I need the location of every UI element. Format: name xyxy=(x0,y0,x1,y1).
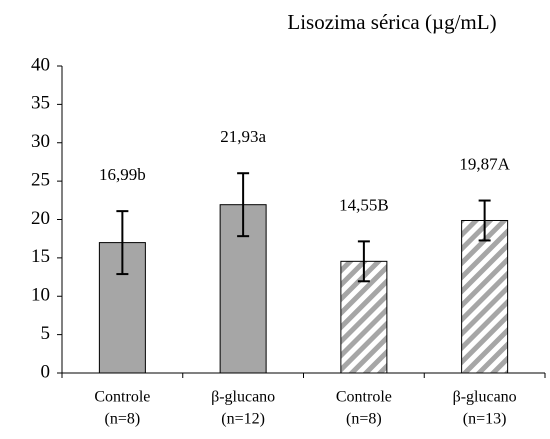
y-tick-label: 25 xyxy=(31,169,50,190)
x-tick-label: Controle xyxy=(336,389,392,406)
x-tick-label: (n=12) xyxy=(221,411,265,428)
y-tick-label: 15 xyxy=(31,246,50,267)
error-bar xyxy=(357,240,370,283)
x-tick-label: (n=8) xyxy=(346,411,382,428)
error-bar xyxy=(116,210,129,276)
bar xyxy=(98,242,146,374)
error-bar xyxy=(237,172,250,238)
value-label: 21,93a xyxy=(220,127,266,146)
bar xyxy=(461,219,509,374)
y-tick-label: 5 xyxy=(41,323,51,344)
y-tick-label: 30 xyxy=(31,131,50,152)
error-bar xyxy=(478,199,491,242)
y-tick-label: 10 xyxy=(31,285,50,306)
value-label: 14,55B xyxy=(339,195,389,214)
value-label: 16,99b xyxy=(99,165,146,184)
y-tick-label: 35 xyxy=(31,93,50,114)
x-tick-label: (n=8) xyxy=(105,411,141,428)
x-tick-label: Controle xyxy=(94,389,150,406)
x-tick-label: β-glucano xyxy=(453,389,517,406)
y-tick-label: 0 xyxy=(41,361,51,382)
chart-title: Lisozima sérica (µg/mL) xyxy=(287,10,496,34)
x-tick-label: (n=13) xyxy=(463,411,507,428)
x-tick-label: β-glucano xyxy=(211,389,275,406)
y-tick-label: 20 xyxy=(31,208,50,229)
y-tick-label: 40 xyxy=(31,54,50,75)
value-label: 19,87A xyxy=(459,154,510,173)
